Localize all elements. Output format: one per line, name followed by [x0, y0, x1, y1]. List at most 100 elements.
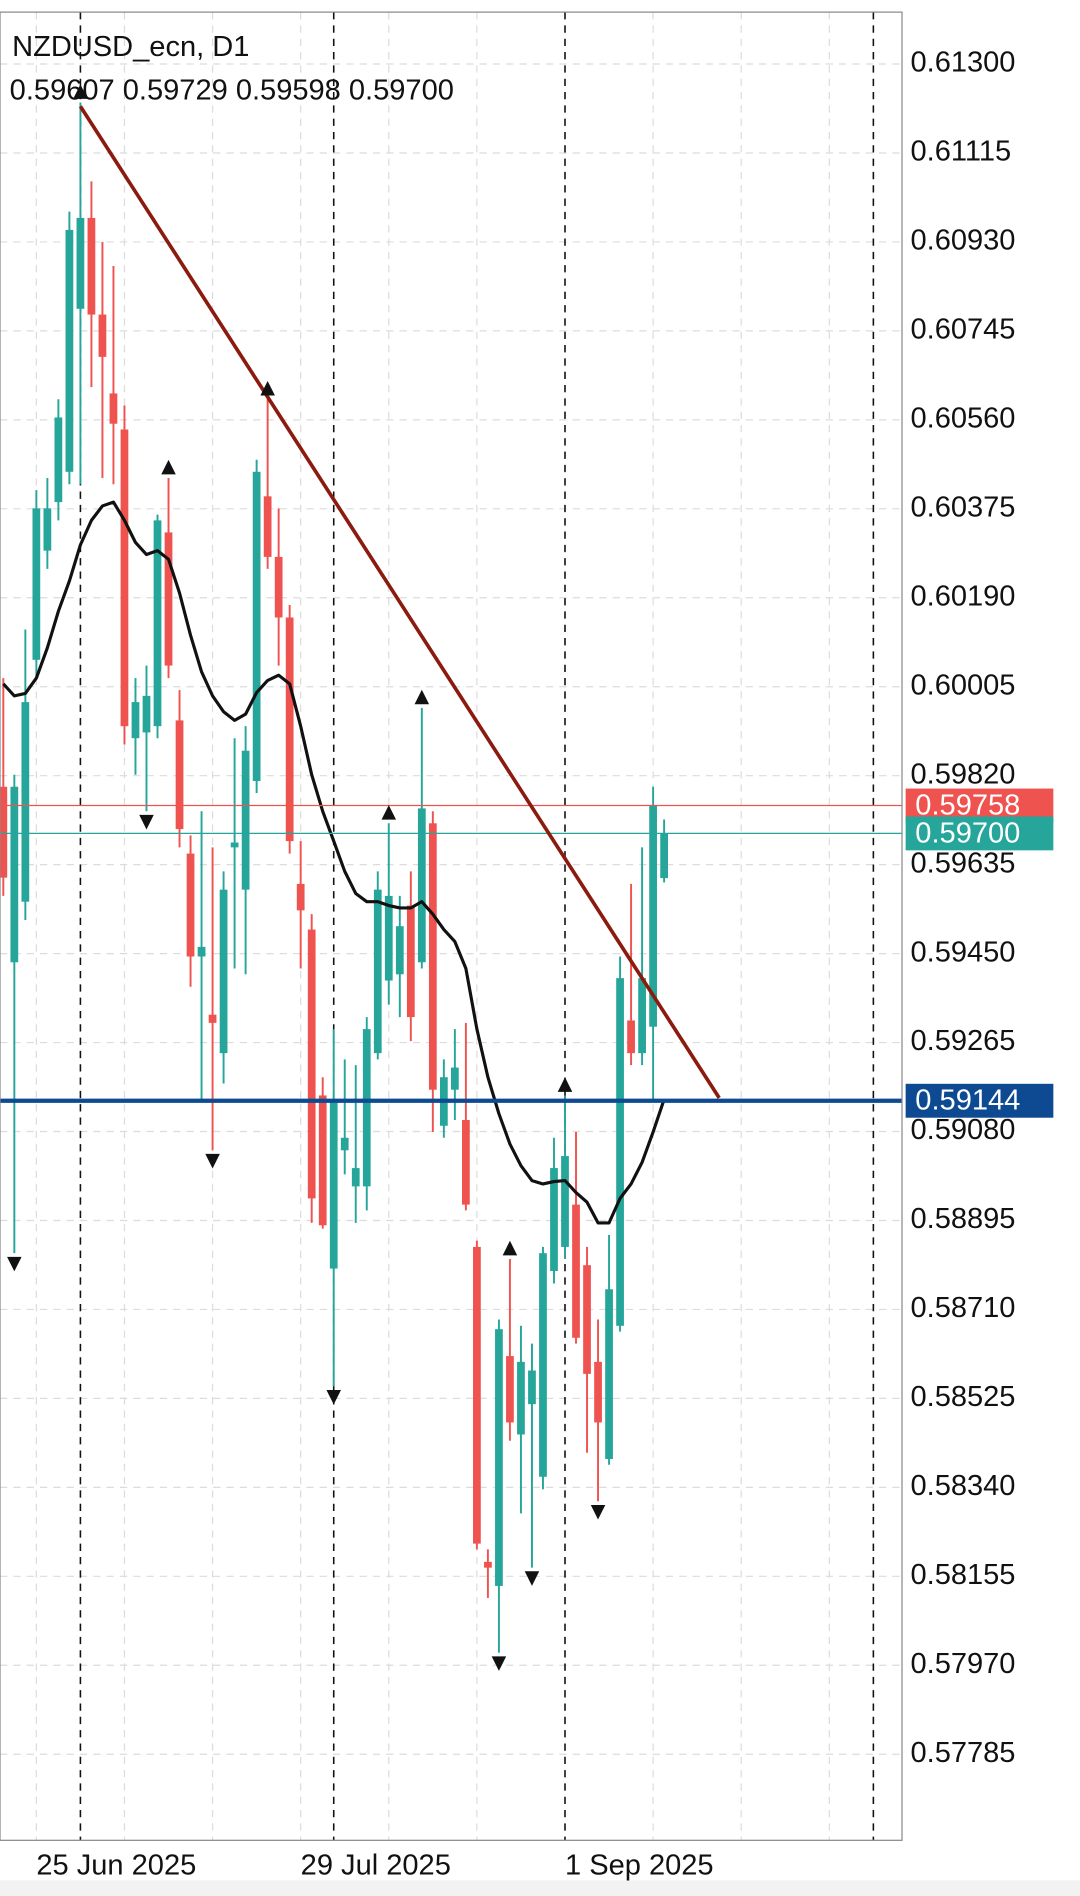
- x-tick-label: 29 Jul 2025: [301, 1850, 451, 1882]
- y-tick-label: 0.58710: [910, 1292, 1015, 1324]
- y-tick-label: 0.58895: [910, 1203, 1015, 1235]
- candle-body: [638, 978, 646, 1054]
- candle-body: [54, 417, 63, 503]
- candle-body: [495, 1329, 503, 1586]
- candle-body: [539, 1253, 547, 1477]
- candle-body: [450, 1067, 459, 1090]
- fractal-up: [161, 459, 176, 475]
- candle-body: [0, 786, 8, 878]
- candle-body: [428, 823, 437, 1090]
- candle-body: [627, 1020, 635, 1054]
- y-tick-label: 0.60745: [910, 314, 1015, 346]
- candle-body: [285, 617, 294, 842]
- candle-body: [417, 808, 426, 963]
- fractal-up: [502, 1240, 518, 1256]
- y-tick-label: 0.60930: [910, 225, 1015, 257]
- candle-body: [406, 905, 415, 1018]
- axis: 0.61300 0.61115 0.60930 0.60745 0.60560 0.603…: [36, 47, 1054, 1882]
- price-label-box: [905, 1083, 1054, 1118]
- x-tick-label: 1 Sep 2025: [565, 1850, 714, 1882]
- y-tick-label: 0.58340: [910, 1470, 1015, 1502]
- price-label: 0.59144: [915, 1085, 1020, 1117]
- candle-body: [186, 853, 195, 957]
- candle-body: [197, 946, 206, 957]
- candle-body: [43, 508, 52, 551]
- candle-body: [462, 1119, 470, 1205]
- candle-body: [32, 508, 41, 660]
- candle-body: [65, 229, 74, 472]
- candle-body: [362, 1029, 371, 1187]
- y-tick-label: 0.58155: [910, 1559, 1015, 1591]
- candle-body: [605, 1289, 613, 1459]
- candle-body: [142, 695, 151, 733]
- candle-body: [528, 1370, 536, 1405]
- candle-body: [208, 1014, 217, 1023]
- candle-body: [594, 1361, 602, 1423]
- fractal-down: [205, 1153, 220, 1169]
- fractal-down: [524, 1571, 540, 1586]
- candle-body: [616, 978, 624, 1326]
- y-tick-label: 0.59635: [910, 847, 1015, 879]
- candle-body: [307, 929, 316, 1199]
- y-tick-label: 0.60005: [910, 669, 1015, 701]
- candle-body: [318, 1095, 327, 1226]
- y-tick-label: 0.58525: [910, 1381, 1015, 1413]
- y-tick-label: 0.60190: [910, 580, 1015, 612]
- candle-body: [572, 1204, 580, 1338]
- candle-body: [395, 926, 404, 975]
- candle-body: [351, 1168, 360, 1187]
- x-tick-label: 25 Jun 2025: [36, 1850, 196, 1882]
- fractal-up: [381, 805, 397, 820]
- ohlc-header: 0.59607 0.59729 0.59598 0.59700: [10, 75, 454, 107]
- fractal-up: [73, 84, 88, 99]
- candle-body: [10, 786, 19, 963]
- price-label: 0.59700: [915, 817, 1020, 849]
- fractal-down: [491, 1656, 507, 1671]
- candle-body: [506, 1356, 514, 1423]
- candle-body: [274, 556, 283, 618]
- candle-body: [561, 1156, 569, 1247]
- candle-body: [120, 429, 129, 727]
- candle-body: [484, 1561, 492, 1568]
- candle-body: [263, 496, 272, 557]
- candle-body: [340, 1137, 349, 1151]
- candle-body: [21, 702, 30, 902]
- y-tick-label: 0.59265: [910, 1025, 1015, 1057]
- fractal-down: [590, 1504, 606, 1520]
- candle-body: [649, 805, 657, 1027]
- trendline: [78, 105, 721, 1099]
- plot-frame: [0, 11, 903, 1841]
- candle-body: [384, 895, 393, 981]
- bottom-strip: [0, 1880, 1080, 1896]
- price-label-box: [905, 816, 1054, 851]
- y-tick-label: 0.59450: [910, 936, 1015, 968]
- candle-body: [296, 883, 305, 911]
- fractal-up: [414, 689, 430, 705]
- candle-body: [517, 1361, 525, 1435]
- fractal-down: [139, 814, 154, 830]
- fractal-down: [7, 1256, 22, 1272]
- candle-body: [329, 1099, 338, 1269]
- y-tick-label: 0.59820: [910, 758, 1015, 790]
- candle-body: [473, 1246, 481, 1544]
- candle-body: [219, 889, 228, 1054]
- y-tick-label: 0.57785: [910, 1737, 1015, 1769]
- candle-body: [252, 471, 261, 781]
- candle-body: [164, 532, 173, 666]
- y-tick-label: 0.61115: [910, 136, 1011, 168]
- candle-body: [76, 217, 85, 309]
- candle-body: [153, 520, 162, 727]
- candle-body: [583, 1265, 591, 1374]
- plot: [0, 84, 903, 1671]
- candle-body: [230, 842, 239, 848]
- candle-body: [373, 889, 382, 1054]
- y-tick-label: 0.57970: [910, 1648, 1015, 1680]
- y-tick-label: 0.61300: [910, 47, 1015, 79]
- candle-body: [241, 750, 250, 890]
- price-label: 0.59758: [915, 789, 1020, 821]
- y-tick-label: 0.60560: [910, 403, 1015, 435]
- candle-body: [109, 393, 118, 424]
